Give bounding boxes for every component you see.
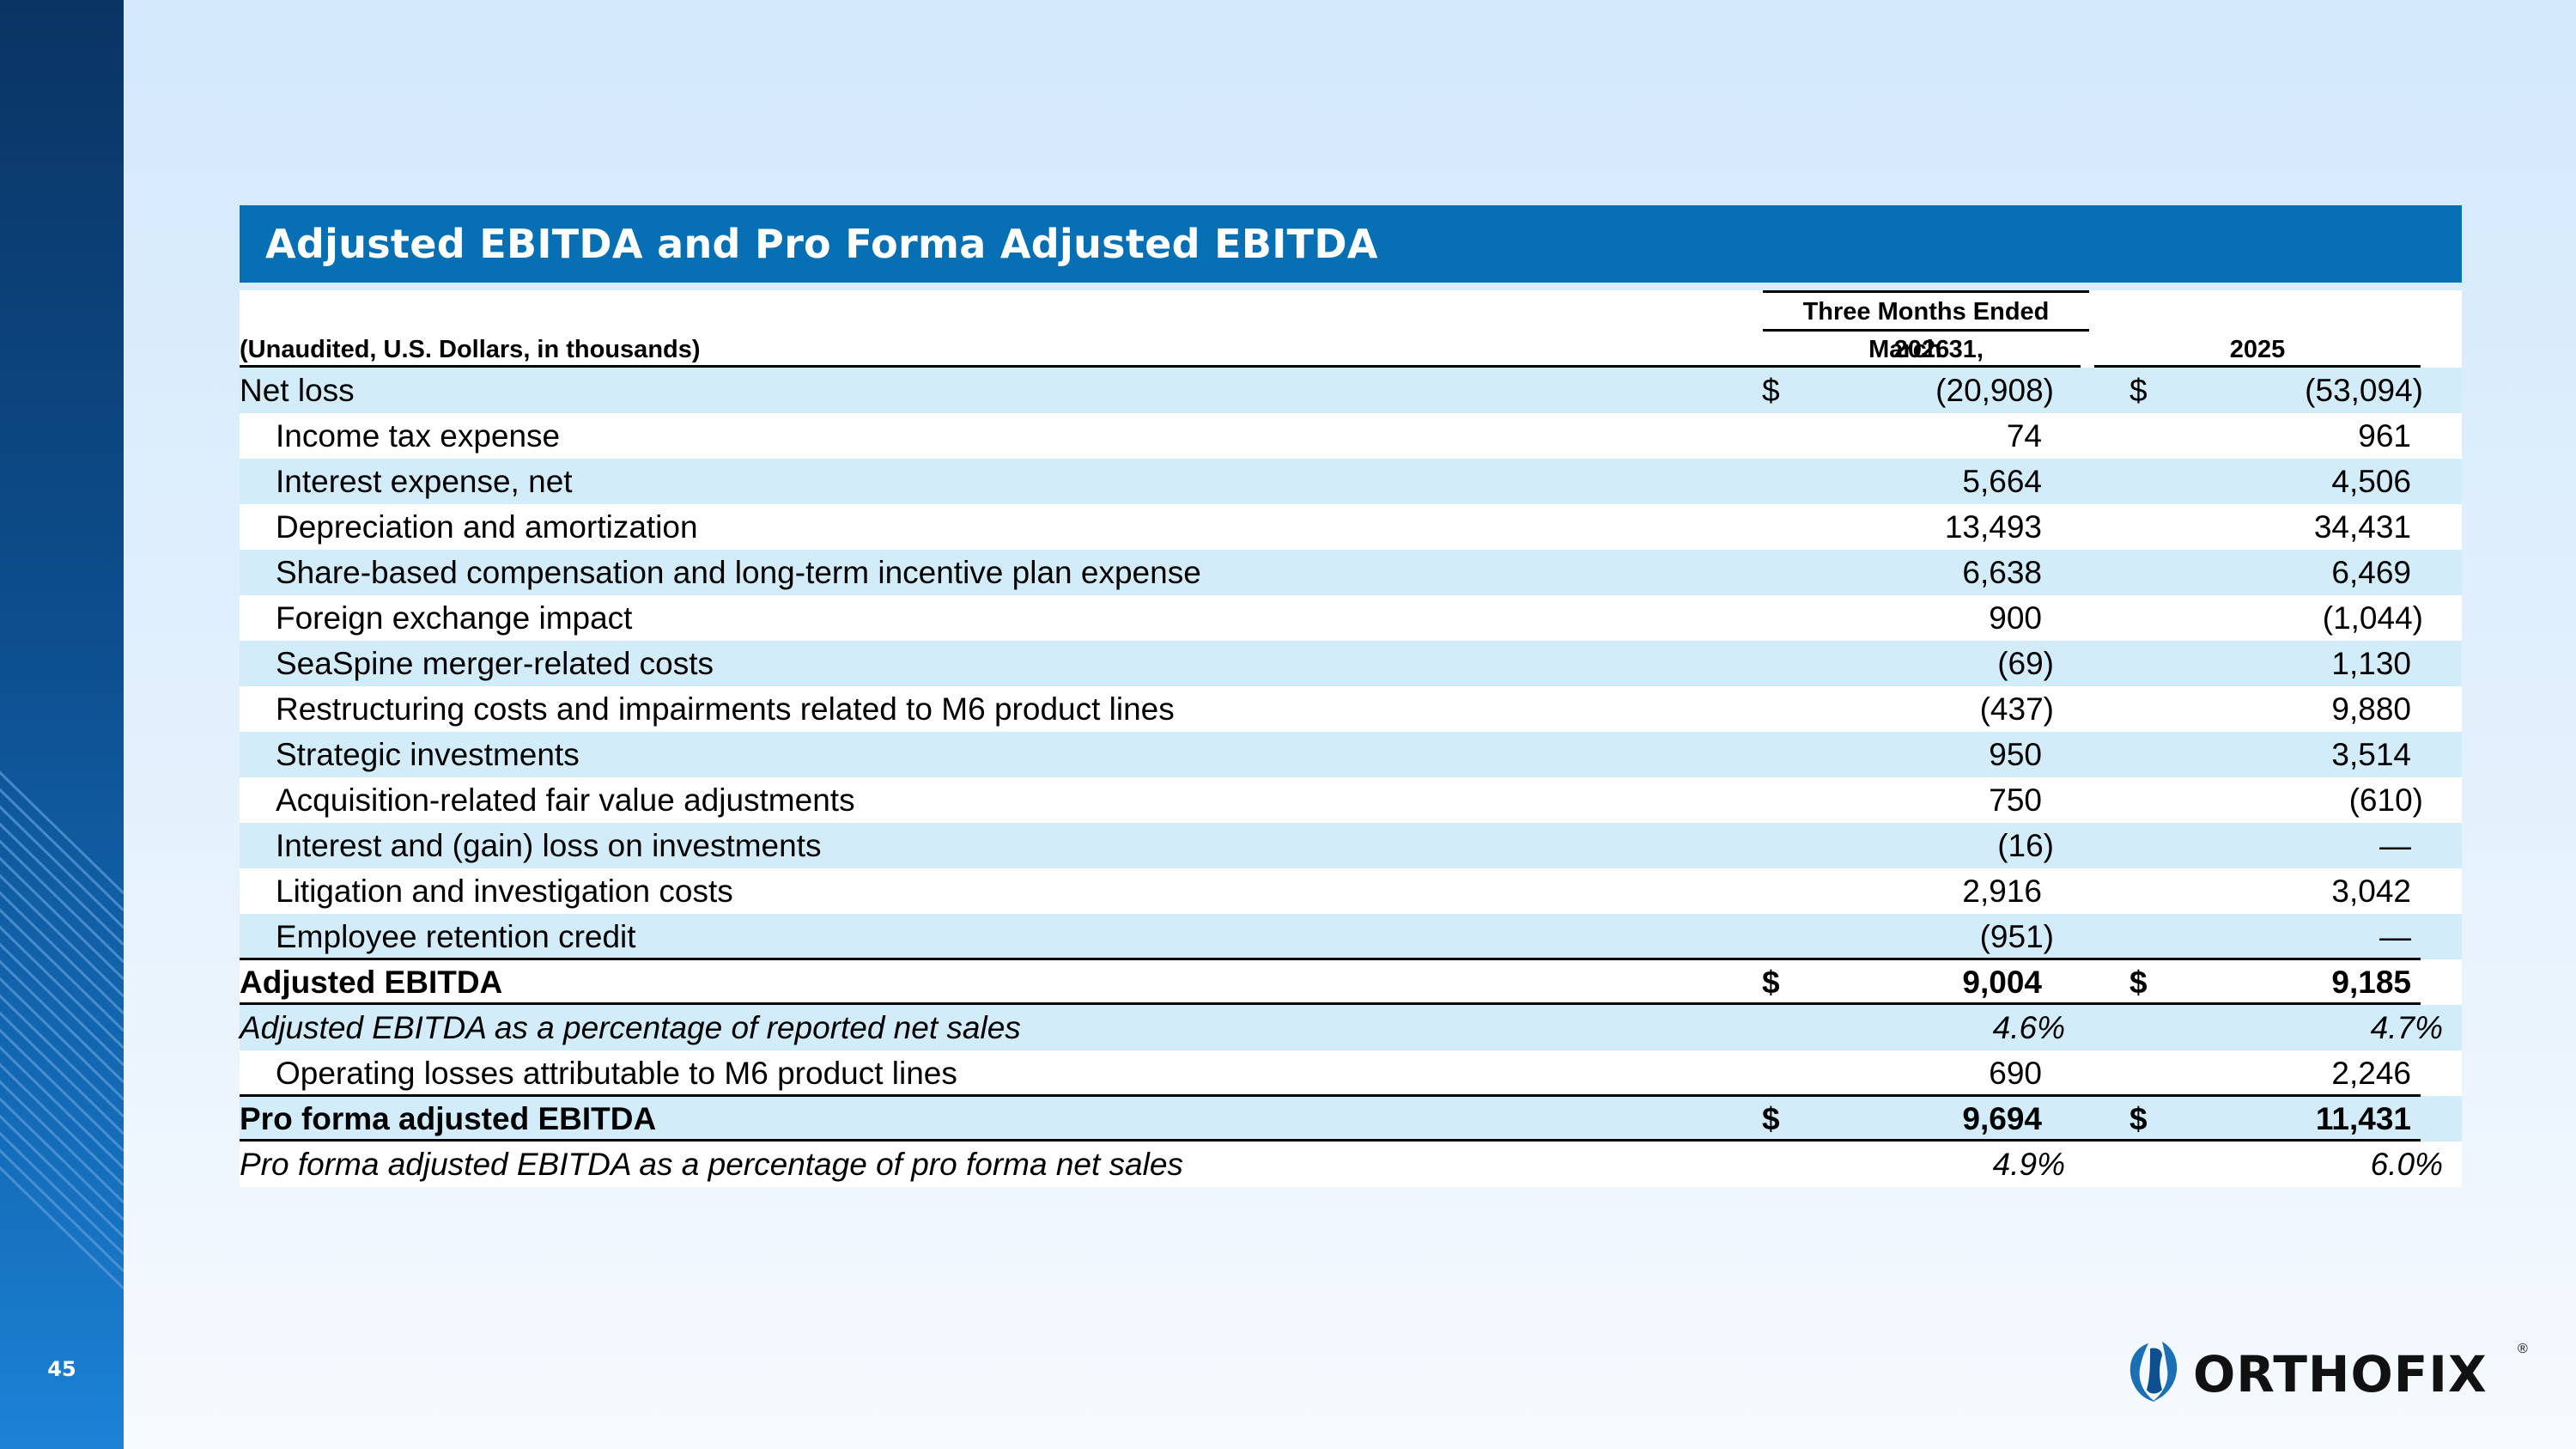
table-row: Depreciation and amortization 13,493 34,… — [240, 504, 2462, 550]
table-row-percentage: Pro forma adjusted EBITDA as a percentag… — [240, 1142, 2462, 1187]
row-label: Restructuring costs and impairments rela… — [276, 691, 1175, 727]
table-row: Income tax expense 74 961 — [240, 413, 2462, 459]
year-header-2025: 2025 — [2094, 332, 2421, 368]
value-2026: 13,493 — [1944, 509, 2042, 545]
currency-symbol: $ — [2129, 373, 2148, 408]
ebitda-table: Three Months Ended March 31, (Unaudited,… — [240, 290, 2462, 1188]
row-label: Operating losses attributable to M6 prod… — [276, 1056, 957, 1091]
value-2026: 2,916 — [1962, 874, 2042, 909]
value-2025: — — [2379, 828, 2411, 863]
value-2025: 6.0% — [2370, 1147, 2443, 1182]
table-row-percentage: Adjusted EBITDA as a percentage of repor… — [240, 1005, 2462, 1050]
value-2025: (610) — [2348, 782, 2423, 818]
value-2025: — — [2379, 919, 2411, 954]
currency-symbol: $ — [1762, 373, 1780, 408]
value-2025: 4.7% — [2370, 1010, 2443, 1045]
value-2025: 2,246 — [2331, 1056, 2411, 1091]
value-2025: (53,094) — [2305, 373, 2423, 408]
row-label: Strategic investments — [276, 737, 580, 772]
side-accent-bar: 45 — [0, 0, 124, 1449]
table-row-total: Adjusted EBITDA $ 9,004 $ 9,185 — [240, 958, 2462, 1009]
table-row: Share-based compensation and long-term i… — [240, 550, 2462, 595]
table-row: Litigation and investigation costs 2,916… — [240, 868, 2462, 914]
table-row-total: Pro forma adjusted EBITDA $ 9,694 $ 11,4… — [240, 1094, 2462, 1146]
row-label: Share-based compensation and long-term i… — [276, 555, 1201, 590]
unit-note: (Unaudited, U.S. Dollars, in thousands) — [240, 332, 1763, 368]
table-header-background — [240, 290, 2462, 368]
registered-mark: ® — [2518, 1342, 2528, 1356]
row-label: Income tax expense — [276, 418, 561, 454]
value-2025: 4,506 — [2331, 464, 2411, 499]
value-2026: 6,638 — [1962, 555, 2042, 590]
value-2026: (437) — [1979, 691, 2054, 727]
value-2025: (1,044) — [2322, 600, 2423, 636]
currency-symbol: $ — [1762, 1101, 1780, 1136]
value-2026: (951) — [1979, 919, 2054, 954]
diagonal-stripes-decoration — [0, 770, 124, 1290]
row-label: Net loss — [240, 373, 355, 408]
value-2026: 74 — [2006, 418, 2042, 454]
table-row: Restructuring costs and impairments rela… — [240, 686, 2462, 732]
row-label: Interest expense, net — [276, 464, 573, 499]
row-label: Depreciation and amortization — [276, 509, 698, 545]
slide-title: Adjusted EBITDA and Pro Forma Adjusted E… — [265, 221, 1378, 267]
row-label: Interest and (gain) loss on investments — [276, 828, 822, 863]
table-row: Foreign exchange impact 900 (1,044) — [240, 595, 2462, 641]
orthofix-emblem-icon — [2129, 1342, 2178, 1402]
period-header: Three Months Ended March 31, — [1763, 290, 2089, 363]
row-label: Adjusted EBITDA — [240, 965, 503, 1000]
row-label: Employee retention credit — [276, 919, 636, 954]
value-2025: 11,431 — [2315, 1101, 2411, 1136]
value-2026: (69) — [1997, 646, 2054, 681]
value-2025: 1,130 — [2331, 646, 2411, 681]
currency-symbol: $ — [2129, 1101, 2148, 1136]
table-row: Interest expense, net 5,664 4,506 — [240, 459, 2462, 504]
value-2026: 5,664 — [1962, 464, 2042, 499]
row-label: Adjusted EBITDA as a percentage of repor… — [240, 1010, 1021, 1045]
value-2025: 3,042 — [2331, 874, 2411, 909]
table-row: Employee retention credit (951) — — [240, 914, 2462, 959]
table-body: Net loss $ (20,908) $ (53,094) Income ta… — [240, 368, 2462, 1187]
table-row: Net loss $ (20,908) $ (53,094) — [240, 368, 2462, 413]
value-2026: (16) — [1997, 828, 2054, 863]
value-2026: 4.6% — [1992, 1010, 2065, 1045]
value-2026: 4.9% — [1992, 1147, 2065, 1182]
page-number: 45 — [47, 1357, 76, 1381]
row-label: Pro forma adjusted EBITDA — [240, 1101, 657, 1136]
table-row: SeaSpine merger-related costs (69) 1,130 — [240, 641, 2462, 686]
currency-symbol: $ — [2129, 965, 2148, 1000]
value-2025: 9,185 — [2331, 965, 2411, 1000]
value-2026: (20,908) — [1935, 373, 2054, 408]
value-2026: 9,694 — [1962, 1101, 2042, 1136]
logo-wordmark: ORTHOFIX — [2193, 1345, 2488, 1403]
row-label: Pro forma adjusted EBITDA as a percentag… — [240, 1147, 1183, 1182]
value-2026: 950 — [1989, 737, 2042, 772]
year-header-2026: 2026 — [1763, 332, 2081, 368]
orthofix-logo: ORTHOFIX ® — [2124, 1340, 2528, 1403]
title-bar: Adjusted EBITDA and Pro Forma Adjusted E… — [240, 205, 2462, 283]
row-label: Litigation and investigation costs — [276, 874, 733, 909]
table-row: Acquisition-related fair value adjustmen… — [240, 777, 2462, 823]
value-2025: 961 — [2358, 418, 2411, 454]
value-2025: 3,514 — [2331, 737, 2411, 772]
row-label: SeaSpine merger-related costs — [276, 646, 714, 681]
table-row: Operating losses attributable to M6 prod… — [240, 1050, 2462, 1096]
value-2025: 9,880 — [2331, 691, 2411, 727]
row-label: Foreign exchange impact — [276, 600, 633, 636]
table-row: Interest and (gain) loss on investments … — [240, 823, 2462, 868]
value-2026: 9,004 — [1962, 965, 2042, 1000]
value-2025: 6,469 — [2331, 555, 2411, 590]
value-2026: 750 — [1989, 782, 2042, 818]
value-2026: 690 — [1989, 1056, 2042, 1091]
table-row: Strategic investments 950 3,514 — [240, 732, 2462, 777]
currency-symbol: $ — [1762, 965, 1780, 1000]
value-2025: 34,431 — [2313, 509, 2411, 545]
value-2026: 900 — [1989, 600, 2042, 636]
row-label: Acquisition-related fair value adjustmen… — [276, 782, 855, 818]
